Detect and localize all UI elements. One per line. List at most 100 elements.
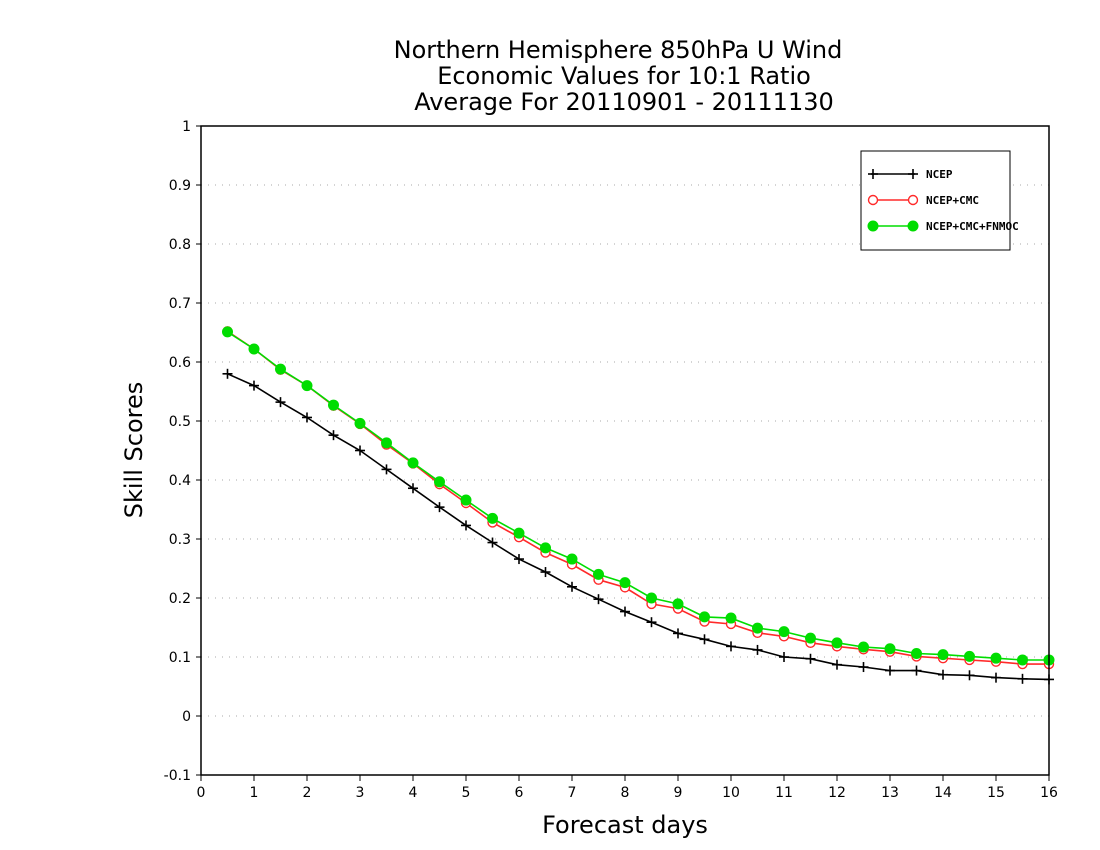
data-point-ncep xyxy=(461,520,471,531)
data-point-ncep xyxy=(620,606,630,617)
data-point-ncep-cmc-fnmoc xyxy=(275,363,286,375)
data-point-ncep xyxy=(328,430,339,441)
data-point-ncep xyxy=(858,662,869,673)
data-point-ncep-cmc-fnmoc xyxy=(381,437,392,449)
legend-label: NCEP+CMC+FNMOC xyxy=(926,220,1019,233)
data-point-ncep xyxy=(381,464,392,475)
data-point-ncep xyxy=(275,397,286,408)
legend-marker xyxy=(908,169,918,179)
data-point-ncep xyxy=(1017,673,1028,684)
series-line-ncep-cmc-fnmoc xyxy=(227,331,1049,661)
data-point-ncep xyxy=(779,652,789,662)
y-tick-label: 0 xyxy=(182,709,191,725)
data-point-ncep-cmc-fnmoc xyxy=(301,380,313,392)
legend-marker xyxy=(907,220,919,232)
data-point-ncep-cmc-fnmoc xyxy=(487,512,498,524)
data-point-ncep-cmc-fnmoc xyxy=(725,612,737,624)
data-point-ncep-cmc-fnmoc xyxy=(354,417,366,429)
data-point-ncep xyxy=(646,617,657,628)
axis-ticks: -0.100.10.20.30.40.50.60.70.80.910 1 2 3 4 5 6… xyxy=(164,119,1058,801)
data-point-ncep-cmc-fnmoc xyxy=(593,568,604,580)
series-ncep xyxy=(222,368,1054,685)
data-point-ncep xyxy=(567,581,577,592)
data-point-ncep xyxy=(673,628,683,639)
data-point-ncep xyxy=(805,653,816,664)
data-point-ncep-cmc-fnmoc xyxy=(222,326,233,338)
data-point-ncep-cmc-fnmoc xyxy=(513,527,525,539)
x-tick-label: 9 xyxy=(674,785,683,801)
data-point-ncep xyxy=(938,669,948,680)
x-tick-label: 14 xyxy=(934,785,952,801)
legend-marker xyxy=(867,194,879,206)
y-tick-label: 0.3 xyxy=(169,532,191,548)
x-tick-label: 13 xyxy=(881,785,899,801)
data-point-ncep-cmc-fnmoc xyxy=(699,611,710,623)
x-axis-title: Forecast days xyxy=(542,811,708,839)
data-point-ncep xyxy=(726,641,736,652)
data-point-ncep xyxy=(832,659,842,670)
data-point-ncep xyxy=(434,502,445,513)
data-point-ncep-cmc-fnmoc xyxy=(884,643,896,655)
data-point-ncep-cmc-fnmoc xyxy=(407,457,419,469)
y-tick-label: 0.8 xyxy=(169,237,191,253)
data-point-ncep xyxy=(991,672,1001,683)
x-tick-label: 4 xyxy=(409,785,418,801)
y-tick-label: 0.7 xyxy=(169,296,191,312)
y-tick-label: 0.6 xyxy=(169,355,191,371)
data-point-ncep xyxy=(222,368,233,379)
data-point-ncep-cmc-fnmoc xyxy=(434,476,445,488)
x-tick-label: 8 xyxy=(621,785,630,801)
data-point-ncep-cmc-fnmoc xyxy=(460,494,472,506)
data-point-ncep xyxy=(752,644,763,655)
x-tick-label: 0 xyxy=(197,785,206,801)
legend-marker xyxy=(868,169,878,179)
y-tick-label: 0.1 xyxy=(169,650,191,666)
series-line-ncep-cmc xyxy=(227,330,1049,665)
data-point-ncep xyxy=(964,670,975,681)
gridlines xyxy=(201,184,1049,717)
data-point-ncep-cmc-fnmoc xyxy=(752,622,763,634)
data-point-ncep xyxy=(487,537,498,548)
data-point-ncep xyxy=(355,445,365,456)
x-tick-label: 15 xyxy=(987,785,1005,801)
legend-marker xyxy=(867,220,879,232)
series-lines xyxy=(222,326,1055,685)
data-point-ncep xyxy=(540,567,551,578)
data-point-ncep-cmc-fnmoc xyxy=(328,399,339,411)
legend: NCEP NCEP+CMC NCEP+CMC+FNMOC xyxy=(860,150,1019,251)
series-line-ncep xyxy=(227,373,1050,681)
data-point-ncep xyxy=(249,380,259,391)
legend-label: NCEP xyxy=(926,168,953,181)
data-point-ncep xyxy=(593,594,604,605)
x-tick-label: 12 xyxy=(828,785,846,801)
legend-item-ncep-cmc: NCEP+CMC xyxy=(867,194,979,207)
y-tick-label: -0.1 xyxy=(164,768,191,784)
x-tick-label: 5 xyxy=(462,785,471,801)
data-point-ncep xyxy=(911,665,922,676)
data-point-ncep-cmc-fnmoc xyxy=(248,343,260,355)
y-axis-title: Skill Scores xyxy=(120,382,148,519)
data-point-ncep-cmc-fnmoc xyxy=(646,592,657,604)
legend-label: NCEP+CMC xyxy=(926,194,979,207)
x-tick-label: 11 xyxy=(775,785,793,801)
data-point-ncep-cmc-fnmoc xyxy=(937,649,949,661)
title-line-2: Economic Values for 10:1 Ratio xyxy=(437,62,811,90)
data-point-ncep-cmc-fnmoc xyxy=(831,637,843,649)
x-tick-label: 1 xyxy=(250,785,259,801)
data-point-ncep xyxy=(514,554,524,565)
title-line-1: Northern Hemisphere 850hPa U Wind xyxy=(394,36,843,64)
chart-title: Northern Hemisphere 850hPa U Wind Econom… xyxy=(394,36,843,116)
data-point-ncep-cmc-fnmoc xyxy=(990,652,1002,664)
y-tick-label: 0.4 xyxy=(169,473,191,489)
x-tick-label: 6 xyxy=(515,785,524,801)
x-tick-label: 7 xyxy=(568,785,577,801)
data-point-ncep-cmc-fnmoc xyxy=(672,598,684,610)
series-ncep-cmc-fnmoc xyxy=(222,326,1055,666)
y-tick-label: 0.5 xyxy=(169,414,191,430)
data-point-ncep-cmc-fnmoc xyxy=(805,632,816,644)
data-point-ncep-cmc-fnmoc xyxy=(858,641,869,653)
data-point-ncep-cmc-fnmoc xyxy=(540,542,551,554)
legend-marker xyxy=(907,194,919,206)
x-tick-label: 3 xyxy=(356,785,365,801)
